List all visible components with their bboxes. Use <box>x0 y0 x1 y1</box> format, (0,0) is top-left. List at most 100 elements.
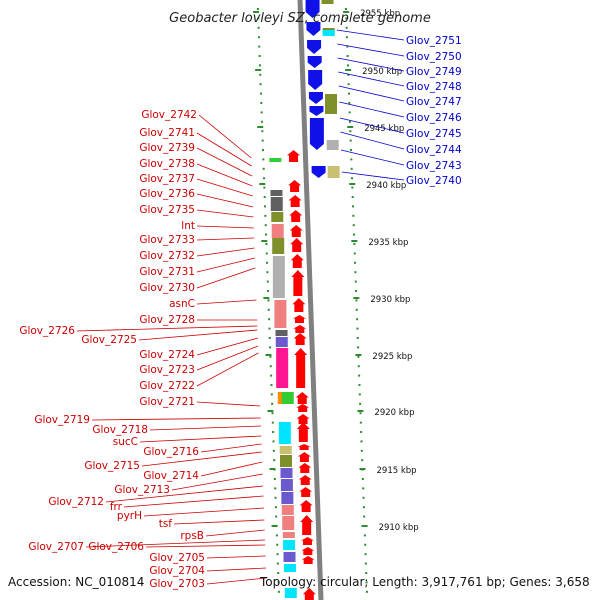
forward-leader-line <box>196 401 261 407</box>
tick-dot <box>270 374 273 377</box>
forward-leader-line <box>206 577 267 585</box>
cog-bar <box>282 532 295 538</box>
tick-dot <box>344 8 347 10</box>
forward-leader-line <box>105 485 264 503</box>
tick-dot <box>351 196 354 198</box>
forward-gene-label: Glov_2725 <box>81 334 137 346</box>
tick-dot <box>263 177 266 180</box>
cog-bar <box>322 30 335 36</box>
tick-dot <box>265 243 268 245</box>
reverse-gene-arrow <box>307 40 322 54</box>
scale-tick <box>253 11 260 13</box>
scale-tick <box>357 410 364 412</box>
forward-leader-line <box>196 209 254 218</box>
scale-tick <box>259 183 266 185</box>
forward-gene-label: pyrH <box>117 510 142 522</box>
reverse-leader-line <box>340 149 405 166</box>
reverse-leader-line <box>337 43 405 57</box>
tick-dot <box>357 365 360 368</box>
forward-gene-label: Glov_2733 <box>139 234 195 246</box>
forward-leader-line <box>143 507 264 517</box>
scale-tick <box>267 410 274 412</box>
tick-dot <box>355 299 358 302</box>
forward-gene-label: Glov_2712 <box>48 496 104 508</box>
scale-label: 2935 kbp <box>368 238 408 248</box>
reverse-leader-line <box>338 85 405 102</box>
forward-gene-arrow <box>295 392 309 404</box>
scale-tick <box>345 69 352 71</box>
tick-dot <box>352 214 355 217</box>
reverse-leader-line <box>341 171 405 181</box>
reverse-leader-line <box>339 101 405 118</box>
forward-leader-line <box>173 519 265 525</box>
forward-gene-arrow <box>289 210 303 222</box>
tick-dot <box>264 224 267 227</box>
forward-gene-label: Glov_2714 <box>143 470 199 482</box>
tick-dot <box>362 496 365 499</box>
topology-text: Topology: circular; Length: 3,917,761 bp… <box>260 575 590 589</box>
tick-dot <box>353 233 356 236</box>
cog-bar <box>282 516 295 530</box>
cog-bar <box>275 337 288 347</box>
tick-dot <box>347 83 350 86</box>
forward-leader-line <box>196 247 255 257</box>
scale-tick <box>353 297 360 299</box>
tick-dot <box>270 393 273 396</box>
forward-leader-line <box>196 163 253 187</box>
forward-gene-arrow <box>293 325 307 333</box>
tick-dot <box>272 449 275 452</box>
forward-leader-line <box>196 267 256 289</box>
tick-dot <box>276 553 279 556</box>
forward-leader-line <box>196 345 259 371</box>
cog-bar <box>275 330 288 336</box>
forward-gene-label: Glov_2704 <box>149 565 205 577</box>
reverse-gene-label: Glov_2740 <box>406 175 462 187</box>
scale-label: 2955 kbp <box>360 9 400 19</box>
tick-dot <box>363 534 366 537</box>
tick-dot <box>262 149 265 151</box>
reverse-gene-label: Glov_2747 <box>406 96 462 108</box>
scale-tick <box>347 126 354 128</box>
tick-dot <box>345 26 348 29</box>
tick-dot <box>267 308 270 311</box>
tick-dot <box>276 543 279 546</box>
reverse-gene-arrow <box>309 106 324 116</box>
forward-leader-line <box>196 132 252 167</box>
tick-dot <box>362 506 365 509</box>
tick-dot <box>273 459 276 462</box>
reverse-gene-label: Glov_2748 <box>406 81 462 93</box>
cog-bar <box>280 455 293 467</box>
forward-leader-line <box>149 425 261 431</box>
tick-dot <box>354 280 357 283</box>
cog-bar <box>272 256 285 298</box>
reverse-gene-arrow <box>309 118 324 150</box>
tick-dot <box>358 393 361 396</box>
scale-tick <box>361 525 368 527</box>
scale-tick <box>257 126 264 128</box>
tick-dot <box>275 534 278 537</box>
forward-gene-label: Glov_2715 <box>84 460 140 472</box>
tick-dot <box>273 478 276 480</box>
reverse-leader-line <box>340 131 405 150</box>
tick-dot <box>268 318 271 321</box>
tick-dot <box>360 431 363 433</box>
forward-leader-line <box>205 529 265 537</box>
forward-gene-label: Glov_2741 <box>139 127 195 139</box>
tick-dot <box>358 384 361 386</box>
tick-dot <box>261 130 264 133</box>
tick-dot <box>271 412 274 415</box>
tick-dot <box>271 421 274 424</box>
cog-bar <box>284 588 297 598</box>
tick-dot <box>263 196 266 198</box>
forward-gene-label: Glov_2723 <box>139 364 195 376</box>
tick-dot <box>364 553 367 556</box>
gene-labels: Glov_2742 Glov_2741 Glov_2739 Glov_2738 Glov… <box>19 35 462 590</box>
forward-leader-line <box>196 147 253 177</box>
tick-dot <box>354 271 357 274</box>
forward-gene-label: asnC <box>169 298 195 310</box>
tick-dot <box>356 327 359 330</box>
forward-gene-arrow <box>288 180 302 192</box>
tick-dot <box>277 572 280 574</box>
scale-label: 2925 kbp <box>372 352 412 362</box>
cog-bar <box>283 540 296 550</box>
